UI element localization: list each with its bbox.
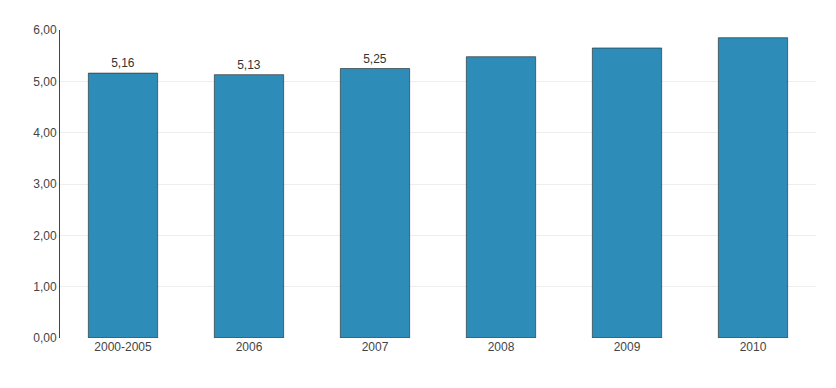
svg-text:2006: 2006 [236, 340, 263, 354]
svg-text:2,00: 2,00 [33, 229, 57, 243]
svg-text:2010: 2010 [740, 340, 767, 354]
svg-text:5,00: 5,00 [33, 75, 57, 89]
svg-text:0,00: 0,00 [33, 331, 57, 345]
svg-text:3,00: 3,00 [33, 177, 57, 191]
svg-text:4,00: 4,00 [33, 126, 57, 140]
svg-text:2008: 2008 [488, 340, 515, 354]
svg-text:2009: 2009 [614, 340, 641, 354]
svg-text:6,00: 6,00 [33, 23, 57, 37]
svg-text:1,00: 1,00 [33, 280, 57, 294]
svg-text:2007: 2007 [362, 340, 389, 354]
svg-text:5,16: 5,16 [111, 56, 135, 70]
svg-text:5,13: 5,13 [237, 58, 261, 72]
svg-text:2000-2005: 2000-2005 [94, 340, 152, 354]
svg-text:5,25: 5,25 [363, 52, 387, 66]
